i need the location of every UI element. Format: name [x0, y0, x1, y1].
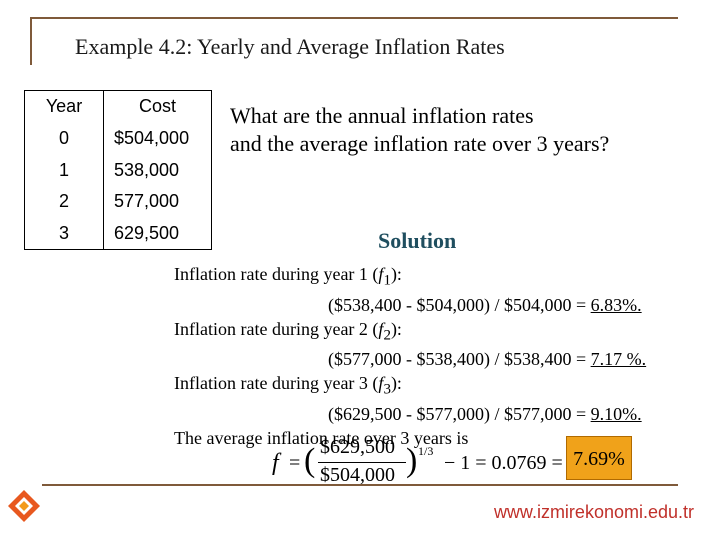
table-row: 3 629,500 — [25, 217, 212, 250]
table-cell-cost: 629,500 — [103, 217, 212, 250]
table-cell-cost: 538,000 — [103, 154, 212, 186]
cost-table: Year Cost 0 $504,000 1 538,000 2 577,000… — [24, 90, 212, 250]
year-2-label-pre: Inflation rate during year 2 ( — [174, 318, 379, 339]
year-1-label: Inflation rate during year 1 (f1): — [174, 262, 646, 293]
footer-divider — [42, 484, 678, 486]
table-cell-year: 3 — [58, 222, 69, 243]
year-2-symbol: f — [378, 318, 384, 339]
year-3-label-post: ): — [390, 373, 402, 394]
year-1-label-pre: Inflation rate during year 1 ( — [174, 264, 379, 284]
formula-equals: = — [289, 452, 301, 474]
title-frame-left — [30, 17, 32, 65]
table-cell-year: 1 — [58, 159, 69, 180]
formula-fraction-bar — [318, 462, 406, 463]
table-cell-year: 2 — [58, 191, 69, 211]
question-text: What are the annual inflation rates and … — [230, 102, 609, 158]
year-2-calc-expr: ($577,000 - $538,400) / $538,400 = — [328, 349, 591, 370]
page-title: Example 4.2: Yearly and Average Inflatio… — [75, 34, 505, 59]
year-3-calc: ($629,500 - $577,000) / $577,000 = 9.10%… — [174, 402, 646, 426]
year-3-calc-expr: ($629,500 - $577,000) / $577,000 = — [328, 403, 591, 424]
diamond-logo-icon — [8, 490, 40, 522]
table-header-row: Year Cost — [25, 90, 212, 123]
table-header-cost: Cost — [103, 90, 212, 123]
solution-body: Inflation rate during year 1 (f1): ($538… — [174, 262, 646, 450]
formula-rest: − 1 = 0.0769 = — [444, 452, 563, 474]
year-3-label: Inflation rate during year 3 (f3): — [174, 371, 646, 402]
footer-url[interactable]: www.izmirekonomi.edu.tr — [493, 502, 694, 522]
formula-variable: f — [272, 450, 279, 476]
question-line-1: What are the annual inflation rates — [230, 103, 534, 128]
formula-numerator: $629,500 — [320, 436, 395, 458]
table-cell-year: 0 — [58, 128, 69, 148]
year-1-symbol: f — [378, 264, 384, 284]
year-1-calc: ($538,400 - $504,000) / $504,000 = 6.83%… — [174, 293, 646, 317]
title-frame-top — [30, 17, 678, 19]
year-3-subscript: 3 — [383, 381, 391, 398]
table-row: 2 577,000 — [25, 185, 212, 218]
table-cell-cost: 577,000 — [103, 185, 212, 218]
year-3-symbol: f — [378, 373, 384, 394]
formula-result-box: 7.69% — [566, 436, 632, 480]
formula-paren-left: ( — [304, 442, 316, 479]
average-formula: f = ( $629,500 $504,000 ) 1/3 − 1 = 0.07… — [272, 436, 632, 490]
formula-exponent: 1/3 — [418, 444, 434, 458]
year-1-label-post: ): — [390, 264, 402, 284]
year-2-label: Inflation rate during year 2 (f2): — [174, 317, 646, 348]
formula-paren-right: ) — [406, 442, 418, 479]
table-header-year: Year — [45, 96, 83, 117]
table-cell-cost: $504,000 — [103, 122, 212, 155]
year-2-result: 7.17 %. — [590, 349, 647, 370]
table-row: 1 538,000 — [25, 154, 212, 186]
table-row: 0 $504,000 — [25, 122, 212, 155]
year-1-subscript: 1 — [383, 272, 391, 289]
question-line-2: and the average inflation rate over 3 ye… — [230, 131, 610, 156]
year-3-label-pre: Inflation rate during year 3 ( — [174, 373, 379, 394]
year-2-subscript: 2 — [383, 327, 391, 344]
year-2-calc: ($577,000 - $538,400) / $538,400 = 7.17 … — [174, 347, 646, 371]
year-2-label-post: ): — [390, 318, 402, 339]
year-1-calc-expr: ($538,400 - $504,000) / $504,000 = — [328, 294, 591, 315]
year-1-result: 6.83%. — [590, 294, 642, 315]
formula-denominator: $504,000 — [320, 464, 395, 486]
solution-heading: Solution — [378, 228, 457, 253]
year-3-result: 9.10%. — [590, 403, 642, 424]
average-label: The average inflation rate over 3 years … — [174, 427, 469, 448]
